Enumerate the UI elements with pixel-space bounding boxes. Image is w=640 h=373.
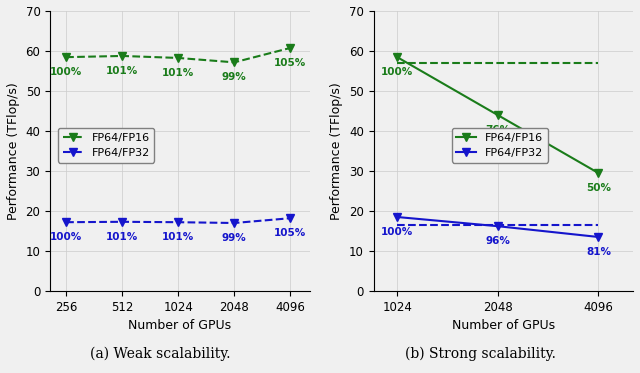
Text: 105%: 105%: [274, 58, 307, 68]
X-axis label: Number of GPUs: Number of GPUs: [128, 319, 232, 332]
Y-axis label: Performance (TFlop/s): Performance (TFlop/s): [330, 82, 344, 220]
FP64/FP32: [118, 220, 126, 224]
FP64/FP32: [174, 220, 182, 225]
FP64/FP16: [595, 171, 602, 175]
Text: 50%: 50%: [586, 183, 611, 193]
Text: 100%: 100%: [50, 67, 82, 77]
FP64/FP32: [394, 215, 401, 219]
FP64/FP32: [595, 235, 602, 239]
Legend: FP64/FP16, FP64/FP32: FP64/FP16, FP64/FP32: [58, 128, 154, 163]
Text: 100%: 100%: [50, 232, 82, 242]
Text: 100%: 100%: [381, 227, 413, 237]
Text: 99%: 99%: [222, 72, 246, 82]
Text: 101%: 101%: [106, 66, 138, 76]
FP64/FP16: [230, 60, 238, 65]
Text: 101%: 101%: [162, 232, 195, 242]
Text: 76%: 76%: [485, 125, 510, 135]
FP64/FP16: [174, 56, 182, 60]
FP64/FP16: [287, 46, 294, 50]
Text: 81%: 81%: [586, 247, 611, 257]
Text: 101%: 101%: [106, 232, 138, 242]
Text: 105%: 105%: [274, 228, 307, 238]
X-axis label: Number of GPUs: Number of GPUs: [452, 319, 555, 332]
Line: FP64/FP16: FP64/FP16: [62, 44, 294, 66]
Text: 99%: 99%: [222, 233, 246, 243]
Line: FP64/FP32: FP64/FP32: [62, 214, 294, 227]
FP64/FP16: [394, 55, 401, 59]
FP64/FP16: [118, 54, 126, 58]
Legend: FP64/FP16, FP64/FP32: FP64/FP16, FP64/FP32: [452, 128, 548, 163]
FP64/FP32: [62, 220, 70, 225]
Line: FP64/FP16: FP64/FP16: [393, 53, 603, 177]
FP64/FP16: [494, 113, 502, 117]
Text: 96%: 96%: [485, 236, 510, 246]
FP64/FP32: [287, 216, 294, 220]
FP64/FP16: [62, 55, 70, 59]
Text: 100%: 100%: [381, 67, 413, 77]
FP64/FP32: [494, 224, 502, 228]
Text: 101%: 101%: [162, 68, 195, 78]
Y-axis label: Performance (TFlop/s): Performance (TFlop/s): [7, 82, 20, 220]
Line: FP64/FP32: FP64/FP32: [393, 213, 603, 241]
Text: (b) Strong scalability.: (b) Strong scalability.: [404, 347, 556, 361]
FP64/FP32: [230, 221, 238, 225]
Text: (a) Weak scalability.: (a) Weak scalability.: [90, 347, 230, 361]
